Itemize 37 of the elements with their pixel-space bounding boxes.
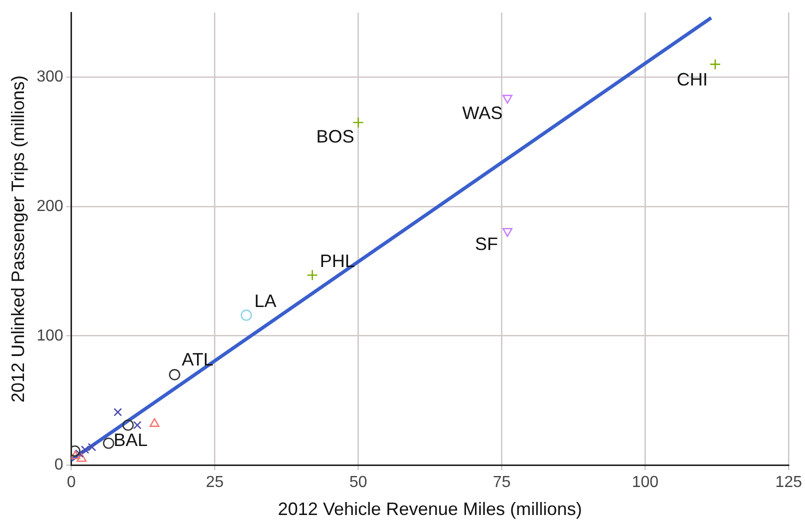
- y-tick-label: 200: [36, 198, 64, 215]
- x-tick-label: 125: [775, 474, 802, 492]
- point: [502, 228, 512, 237]
- annotation: LA: [254, 291, 276, 312]
- x-tick-label: 50: [349, 474, 368, 492]
- annotation: PHL: [320, 251, 355, 272]
- y-axis-title: 2012 Unlinked Passenger Trips (millions): [8, 75, 28, 402]
- annotation: SF: [474, 234, 498, 254]
- point: [71, 450, 80, 460]
- y-tick-label: 0: [54, 456, 64, 474]
- point: [102, 438, 114, 449]
- x-tick-label: 100: [632, 474, 659, 492]
- annotation: WAS: [462, 102, 503, 123]
- point: [75, 449, 84, 458]
- x-axis-title: 2012 Vehicle Revenue Miles (millions): [278, 499, 582, 520]
- point: [240, 310, 252, 321]
- x-tick-label: 25: [206, 474, 224, 492]
- annotation: BOS: [316, 126, 354, 146]
- point: [502, 94, 512, 104]
- point: [150, 418, 160, 427]
- point: [80, 445, 90, 454]
- x-tick-label: 0: [66, 474, 76, 492]
- point: [352, 116, 364, 128]
- y-tick-label: 100: [36, 327, 64, 344]
- annotation: ATL: [182, 350, 214, 370]
- point: [306, 269, 318, 281]
- x-tick-label: 75: [492, 474, 511, 492]
- point: [114, 408, 122, 416]
- point: [88, 442, 96, 452]
- point: [168, 369, 180, 380]
- point: [122, 419, 134, 431]
- annotation: BAL: [114, 430, 148, 450]
- point: [710, 58, 721, 70]
- y-tick-label: 300: [36, 68, 64, 86]
- point: [133, 420, 142, 430]
- point: [76, 453, 87, 462]
- annotation: CHI: [676, 69, 708, 90]
